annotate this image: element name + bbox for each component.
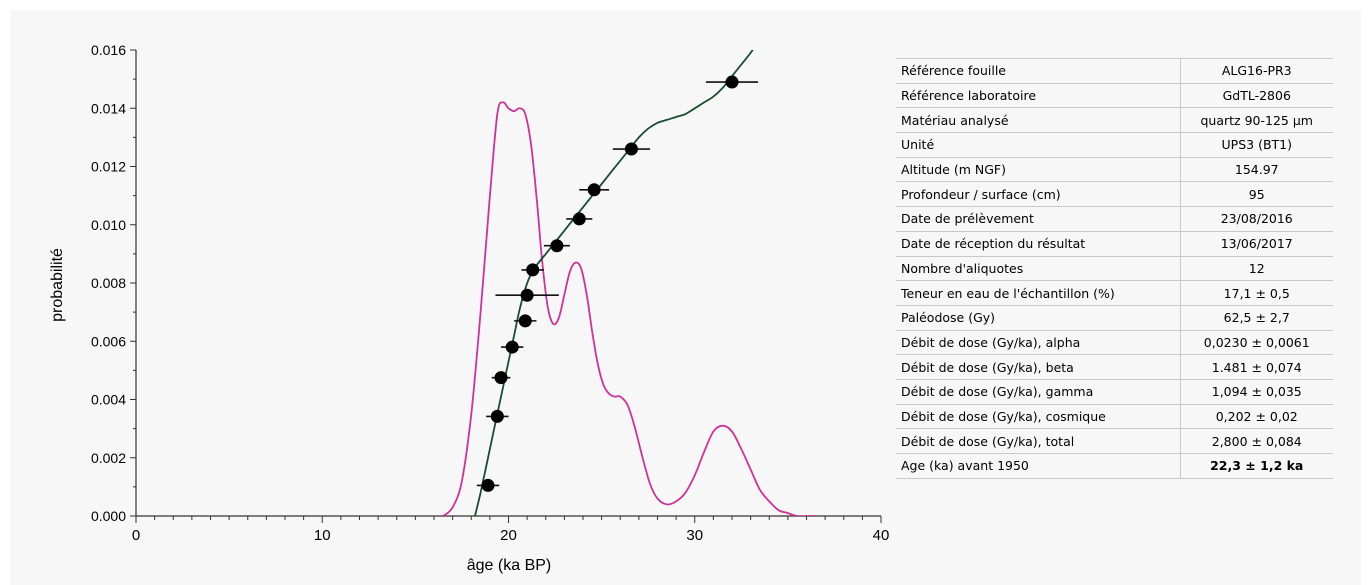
table-row: Nombre d'aliquotes 12 [896, 255, 1333, 282]
y-tick-label: 0.004 [91, 392, 126, 408]
y-ticks: 0.000 0.002 0.004 0.006 0.008 0.010 0.012 0.014… [91, 42, 136, 524]
data-point [481, 478, 495, 492]
row-value: 0,0230 ± 0,0061 [1180, 329, 1333, 356]
axes [135, 50, 881, 517]
table-row: Teneur en eau de l'échantillon (%) 17,1 ±… [896, 280, 1333, 306]
row-value: GdTL-2806 [1180, 82, 1333, 109]
row-label: Nombre d'aliquotes [896, 255, 1181, 282]
row-label: Profondeur / surface (cm) [896, 181, 1181, 208]
table-row: Unité UPS3 (BT1) [896, 132, 1333, 158]
x-tick-label: 10 [314, 527, 331, 544]
row-label: Teneur en eau de l'échantillon (%) [896, 280, 1181, 306]
curves [442, 50, 816, 516]
row-value: 95 [1180, 181, 1333, 208]
data-point [490, 409, 504, 423]
y-tick-label: 0.014 [91, 100, 126, 116]
row-label: Débit de dose (Gy/ka), beta [896, 354, 1181, 380]
y-tick-label: 0.006 [91, 333, 126, 349]
row-label: Unité [896, 132, 1181, 158]
x-axis-label: âge (ka BP) [467, 557, 551, 574]
x-tick-label: 30 [686, 527, 703, 544]
table-row: Débit de dose (Gy/ka), gamma 1,094 ± 0,03… [896, 378, 1333, 405]
data-point [520, 288, 534, 302]
row-value: UPS3 (BT1) [1180, 132, 1333, 158]
row-value: 23/08/2016 [1180, 206, 1333, 232]
table-row: Altitude (m NGF) 154.97 [896, 156, 1333, 183]
table-row: Débit de dose (Gy/ka), alpha 0,0230 ± 0,0… [896, 329, 1333, 356]
row-value: 1.481 ± 0,074 [1180, 354, 1333, 380]
data-point [494, 371, 508, 385]
table-row: Paléodose (Gy) 62,5 ± 2,7 [896, 304, 1333, 331]
row-label: Débit de dose (Gy/ka), alpha [896, 329, 1181, 356]
sample-info-table: Référence fouille ALG16-PR3 Référence labo… [896, 58, 1333, 479]
data-points [476, 75, 759, 492]
age-curve [474, 50, 754, 516]
x-tick-label: 20 [500, 527, 517, 544]
y-tick-label: 0.002 [91, 450, 126, 466]
x-ticks: 0 10 20 30 40 [132, 516, 890, 544]
row-value: 62,5 ± 2,7 [1180, 304, 1333, 331]
row-label: Age (ka) avant 1950 [896, 453, 1181, 479]
table-row: Débit de dose (Gy/ka), cosmique 0,202 ± 0… [896, 403, 1333, 430]
row-value: 22,3 ± 1,2 ka [1180, 453, 1333, 479]
density-curve [442, 101, 816, 516]
table-row: Age (ka) avant 1950 22,3 ± 1,2 ka [896, 453, 1333, 479]
row-label: Débit de dose (Gy/ka), total [896, 428, 1181, 454]
row-label: Référence laboratoire [896, 82, 1181, 109]
x-tick-label: 0 [132, 527, 140, 544]
row-value: 2,800 ± 0,084 [1180, 428, 1333, 454]
y-tick-label: 0.016 [91, 42, 126, 58]
data-point [624, 142, 638, 156]
x-tick-label: 40 [873, 527, 890, 544]
data-point [572, 212, 586, 226]
table-row: Date de prélèvement 23/08/2016 [896, 206, 1333, 232]
data-point [505, 340, 519, 354]
row-value: 12 [1180, 255, 1333, 282]
row-label: Altitude (m NGF) [896, 156, 1181, 183]
table-row: Débit de dose (Gy/ka), beta 1.481 ± 0,074 [896, 354, 1333, 380]
row-label: Débit de dose (Gy/ka), gamma [896, 378, 1181, 405]
data-point [518, 314, 532, 328]
row-value: 1,094 ± 0,035 [1180, 378, 1333, 405]
table-row: Matériau analysé quartz 90-125 µm [896, 107, 1333, 134]
table-row: Profondeur / surface (cm) 95 [896, 181, 1333, 208]
y-tick-label: 0.010 [91, 217, 126, 233]
row-label: Référence fouille [896, 58, 1181, 84]
row-value: 13/06/2017 [1180, 230, 1333, 257]
data-point [550, 239, 564, 253]
row-label: Date de prélèvement [896, 206, 1181, 232]
row-label: Paléodose (Gy) [896, 304, 1181, 331]
row-value: quartz 90-125 µm [1180, 107, 1333, 134]
y-tick-label: 0.012 [91, 159, 126, 175]
y-axis-label: probabilité [49, 248, 66, 322]
row-label: Débit de dose (Gy/ka), cosmique [896, 403, 1181, 430]
table-row: Référence fouille ALG16-PR3 [896, 58, 1333, 84]
data-point [526, 263, 540, 277]
chart: 0.000 0.002 0.004 0.006 0.008 0.010 0.012 0.014… [49, 42, 890, 574]
data-point [587, 183, 601, 197]
row-value: 154.97 [1180, 156, 1333, 183]
table-row: Débit de dose (Gy/ka), total 2,800 ± 0,08… [896, 428, 1333, 454]
row-value: ALG16-PR3 [1180, 58, 1333, 84]
data-point [725, 75, 739, 89]
table-row: Référence laboratoire GdTL-2806 [896, 82, 1333, 109]
row-label: Matériau analysé [896, 107, 1181, 134]
row-value: 17,1 ± 0,5 [1180, 280, 1333, 306]
table-row: Date de réception du résultat 13/06/2017 [896, 230, 1333, 257]
y-tick-label: 0.008 [91, 275, 126, 291]
y-tick-label: 0.000 [91, 508, 126, 524]
row-value: 0,202 ± 0,02 [1180, 403, 1333, 430]
row-label: Date de réception du résultat [896, 230, 1181, 257]
